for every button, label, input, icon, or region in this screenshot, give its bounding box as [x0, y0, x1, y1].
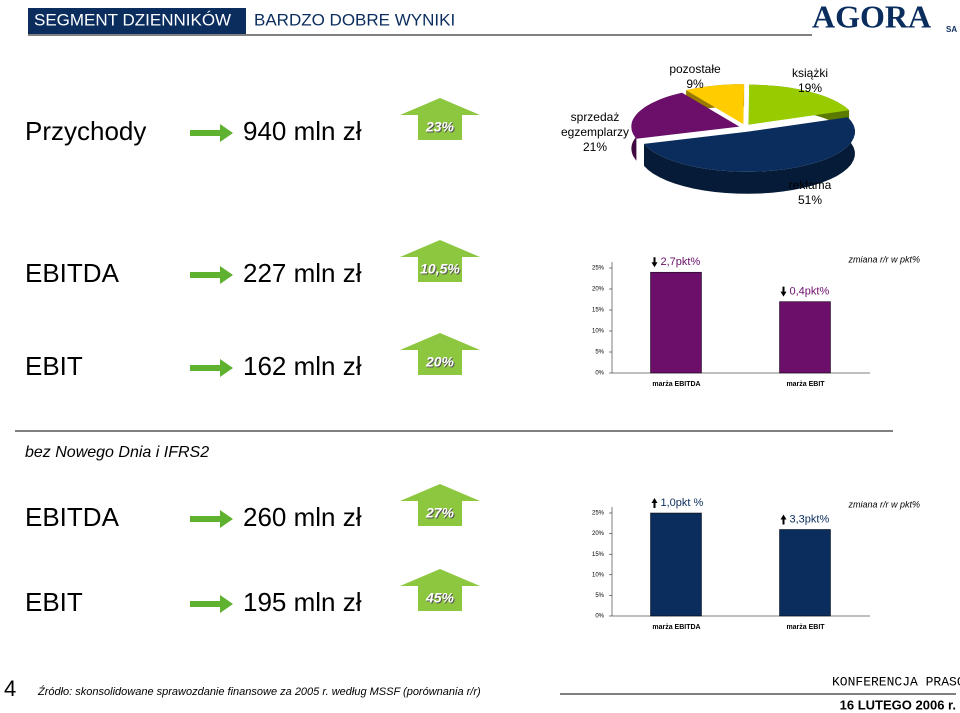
y-tick-label: 0% — [595, 614, 604, 620]
bar-annotation: 2,7pkt% — [661, 256, 701, 268]
row-value: 195 mln zł — [243, 587, 362, 617]
change-shadow: 27% — [426, 506, 456, 522]
bar-annotation: 1,0pkt % — [661, 497, 704, 509]
pie-label: książki 19% — [755, 66, 865, 96]
y-tick-label: 10% — [592, 329, 605, 335]
x-tick-label: marża EBIT — [786, 624, 825, 631]
pie-slice — [686, 84, 745, 125]
header-box — [28, 8, 246, 34]
pie-label-value: 9% — [686, 77, 704, 91]
change-arrow-icon — [780, 286, 787, 297]
row-value: 227 mln zł — [243, 258, 362, 288]
y-tick-label: 25% — [592, 511, 605, 517]
row-label: EBITDA — [25, 258, 120, 288]
y-tick-label: 0% — [595, 371, 604, 377]
change-arrow-icon — [780, 514, 787, 525]
section-title: bez Nowego Dnia i IFRS2 — [25, 444, 209, 461]
logo-suffix: SA — [946, 25, 957, 34]
pie-slice — [748, 84, 850, 125]
date: 16 LUTEGO 2006 r. — [840, 697, 956, 712]
event: KONFERENCJA PRASOWA — [832, 674, 960, 689]
source: Źródło: skonsolidowane sprawozdanie fina… — [37, 685, 481, 698]
change-label: 23% — [425, 119, 455, 135]
bar — [650, 271, 702, 374]
row-arrow — [190, 595, 233, 613]
pie-slice — [644, 117, 855, 172]
row-label: EBIT — [25, 351, 83, 381]
logo: AGORA — [812, 0, 931, 34]
bar — [779, 301, 831, 374]
y-tick-label: 15% — [592, 552, 605, 558]
change-arrow — [400, 569, 480, 611]
change-shadow: 23% — [426, 120, 456, 136]
pie-slice-side — [644, 117, 855, 194]
pie-label-name: pozostałe — [669, 62, 721, 76]
pie-label-value: 21% — [582, 140, 608, 154]
change-label: 10,5% — [420, 261, 460, 277]
change-arrow — [400, 333, 480, 375]
y-tick-label: 20% — [592, 287, 605, 293]
row-arrow — [190, 124, 233, 142]
row-value: 162 mln zł — [243, 351, 362, 381]
row-arrow — [190, 359, 233, 377]
pie-label: pozostałe 9% — [640, 62, 750, 92]
row-label: EBITDA — [25, 502, 120, 532]
change-arrow-icon — [651, 257, 658, 268]
row-value: 940 mln zł — [243, 116, 362, 146]
change-arrow — [400, 240, 480, 282]
chart-annotation: zmiana r/r w pkt% — [847, 254, 920, 264]
bar — [779, 529, 831, 617]
y-tick-label: 5% — [595, 350, 604, 356]
x-tick-label: marża EBIT — [786, 381, 825, 388]
y-tick-label: 10% — [592, 572, 605, 578]
pie-label-name: książki — [791, 66, 828, 80]
change-arrow — [400, 98, 480, 140]
row-arrow — [190, 510, 233, 528]
y-tick-label: 20% — [592, 531, 605, 537]
pie-slice — [631, 92, 740, 139]
pie-label-name: reklama — [788, 178, 832, 192]
change-label: 45% — [425, 590, 455, 606]
change-arrow-icon — [651, 498, 658, 508]
change-shadow: 45% — [426, 591, 456, 607]
pie-label-value: 51% — [797, 193, 823, 207]
y-tick-label: 25% — [592, 266, 605, 272]
pie-label: reklama 51% — [755, 178, 865, 208]
bar-annotation: 0,4pkt% — [790, 286, 830, 298]
pie-label-name: sprzedaż egzemplarzy — [560, 110, 630, 139]
bar-annotation: 3,3pkt% — [790, 513, 830, 525]
change-label: 20% — [425, 354, 455, 370]
x-tick-label: marża EBITDA — [652, 624, 700, 631]
chart-annotation: zmiana r/r w pkt% — [847, 499, 920, 509]
row-label: EBIT — [25, 587, 83, 617]
change-shadow: 10,5% — [421, 262, 461, 278]
header-subtitle: BARDZO DOBRE WYNIKI — [254, 10, 455, 29]
change-label: 27% — [425, 505, 455, 521]
y-tick-label: 15% — [592, 308, 605, 314]
bar — [650, 512, 702, 617]
x-tick-label: marża EBITDA — [652, 381, 700, 388]
row-arrow — [190, 266, 233, 284]
row-value: 260 mln zł — [243, 502, 362, 532]
pie-label: sprzedaż egzemplarzy 21% — [540, 110, 650, 155]
y-tick-label: 5% — [595, 593, 604, 599]
row-label: Przychody — [25, 116, 146, 146]
page-number: 4 — [4, 676, 16, 701]
change-arrow — [400, 484, 480, 526]
change-shadow: 20% — [426, 355, 456, 371]
header-segment: SEGMENT DZIENNIKÓW — [34, 10, 231, 29]
pie-label-value: 19% — [797, 81, 823, 95]
